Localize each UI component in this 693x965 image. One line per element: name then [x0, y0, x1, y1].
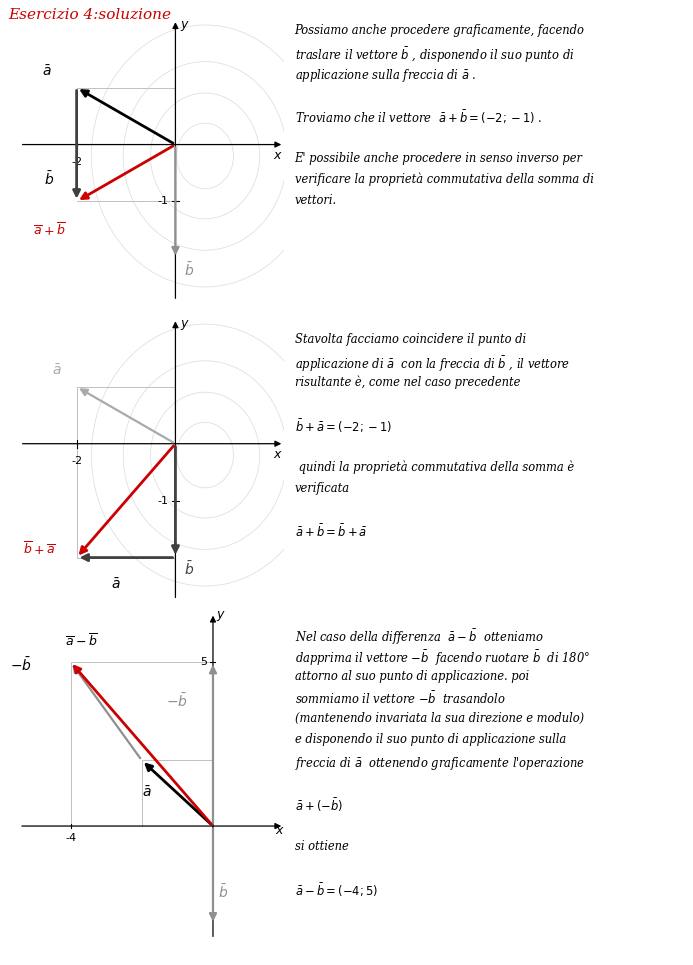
Text: Possiamo anche procedere graficamente, facendo: Possiamo anche procedere graficamente, f… — [295, 24, 584, 37]
Text: $\bar{a}$: $\bar{a}$ — [42, 65, 52, 79]
Text: $\bar{b}$: $\bar{b}$ — [184, 261, 195, 279]
Text: y: y — [180, 317, 188, 330]
Text: x: x — [275, 824, 283, 838]
Text: si ottiene: si ottiene — [295, 840, 349, 852]
Text: -2: -2 — [71, 456, 82, 466]
Text: Esercizio 4:soluzione: Esercizio 4:soluzione — [8, 8, 171, 22]
Text: verificare la proprietà commutativa della somma di: verificare la proprietà commutativa dell… — [295, 173, 593, 186]
Text: sommiamo il vettore $-\bar{b}$  trasandolo: sommiamo il vettore $-\bar{b}$ trasandol… — [295, 691, 505, 707]
Text: applicazione di $\bar{a}$  con la freccia di $\bar{b}$ , il vettore: applicazione di $\bar{a}$ con la freccia… — [295, 354, 570, 373]
Text: E' possibile anche procedere in senso inverso per: E' possibile anche procedere in senso in… — [295, 152, 583, 164]
Text: $\bar{b}+\bar{a}=(-2;-1)$: $\bar{b}+\bar{a}=(-2;-1)$ — [295, 418, 392, 435]
Text: $\bar{b}$: $\bar{b}$ — [184, 560, 195, 578]
Text: verificata: verificata — [295, 482, 350, 494]
Text: $\bar{a}-\bar{b}=(-4;5)$: $\bar{a}-\bar{b}=(-4;5)$ — [295, 882, 378, 899]
Text: freccia di $\bar{a}$  ottenendo graficamente l'operazione: freccia di $\bar{a}$ ottenendo graficame… — [295, 755, 584, 772]
Text: (mantenendo invariata la sua direzione e modulo): (mantenendo invariata la sua direzione e… — [295, 712, 584, 725]
Text: $\overline{a}-\overline{b}$: $\overline{a}-\overline{b}$ — [65, 632, 98, 648]
Text: dapprima il vettore $-\bar{b}$  facendo ruotare $\bar{b}$  di 180°: dapprima il vettore $-\bar{b}$ facendo r… — [295, 648, 590, 668]
Text: $\overline{a}+\overline{b}$: $\overline{a}+\overline{b}$ — [33, 221, 66, 238]
Text: -4: -4 — [65, 833, 76, 843]
Text: -1: -1 — [157, 197, 168, 207]
Text: -1: -1 — [157, 496, 168, 506]
Text: Stavolta facciamo coincidere il punto di: Stavolta facciamo coincidere il punto di — [295, 333, 526, 345]
Text: $\bar{b}$: $\bar{b}$ — [44, 170, 55, 187]
Text: x: x — [273, 448, 281, 461]
Text: 5: 5 — [201, 657, 208, 667]
Text: $\bar{a}$: $\bar{a}$ — [52, 364, 62, 378]
Text: attorno al suo punto di applicazione. poi: attorno al suo punto di applicazione. po… — [295, 670, 529, 682]
Text: x: x — [273, 149, 281, 162]
Text: y: y — [180, 17, 188, 31]
Text: $\bar{a}+\bar{b}=\bar{b}+\bar{a}$: $\bar{a}+\bar{b}=\bar{b}+\bar{a}$ — [295, 524, 367, 540]
Text: $-\bar{b}$: $-\bar{b}$ — [10, 656, 32, 675]
Text: $\bar{a}+(-\bar{b})$: $\bar{a}+(-\bar{b})$ — [295, 797, 342, 814]
Text: quindi la proprietà commutativa della somma è: quindi la proprietà commutativa della so… — [295, 460, 574, 474]
Text: Troviamo che il vettore  $\bar{a}+\bar{b}=(-2;-1)$ .: Troviamo che il vettore $\bar{a}+\bar{b}… — [295, 109, 542, 126]
Text: $-\bar{b}$: $-\bar{b}$ — [166, 693, 188, 710]
Text: y: y — [216, 608, 224, 620]
Text: applicazione sulla freccia di $\bar{a}$ .: applicazione sulla freccia di $\bar{a}$ … — [295, 67, 476, 84]
Text: Nel caso della differenza  $\bar{a}-\bar{b}$  otteniamo: Nel caso della differenza $\bar{a}-\bar{… — [295, 627, 543, 647]
Text: $\bar{b}$: $\bar{b}$ — [218, 883, 229, 900]
Text: vettori.: vettori. — [295, 194, 337, 207]
Text: $\overline{b}+\overline{a}$: $\overline{b}+\overline{a}$ — [23, 540, 56, 558]
Text: e disponendo il suo punto di applicazione sulla: e disponendo il suo punto di applicazion… — [295, 733, 565, 746]
Text: -2: -2 — [71, 157, 82, 167]
Text: $\bar{a}$: $\bar{a}$ — [112, 577, 121, 593]
Text: traslare il vettore $\bar{b}$ , disponendo il suo punto di: traslare il vettore $\bar{b}$ , disponen… — [295, 45, 574, 65]
Text: $\bar{a}$: $\bar{a}$ — [142, 785, 152, 800]
Text: risultante è, come nel caso precedente: risultante è, come nel caso precedente — [295, 375, 520, 389]
